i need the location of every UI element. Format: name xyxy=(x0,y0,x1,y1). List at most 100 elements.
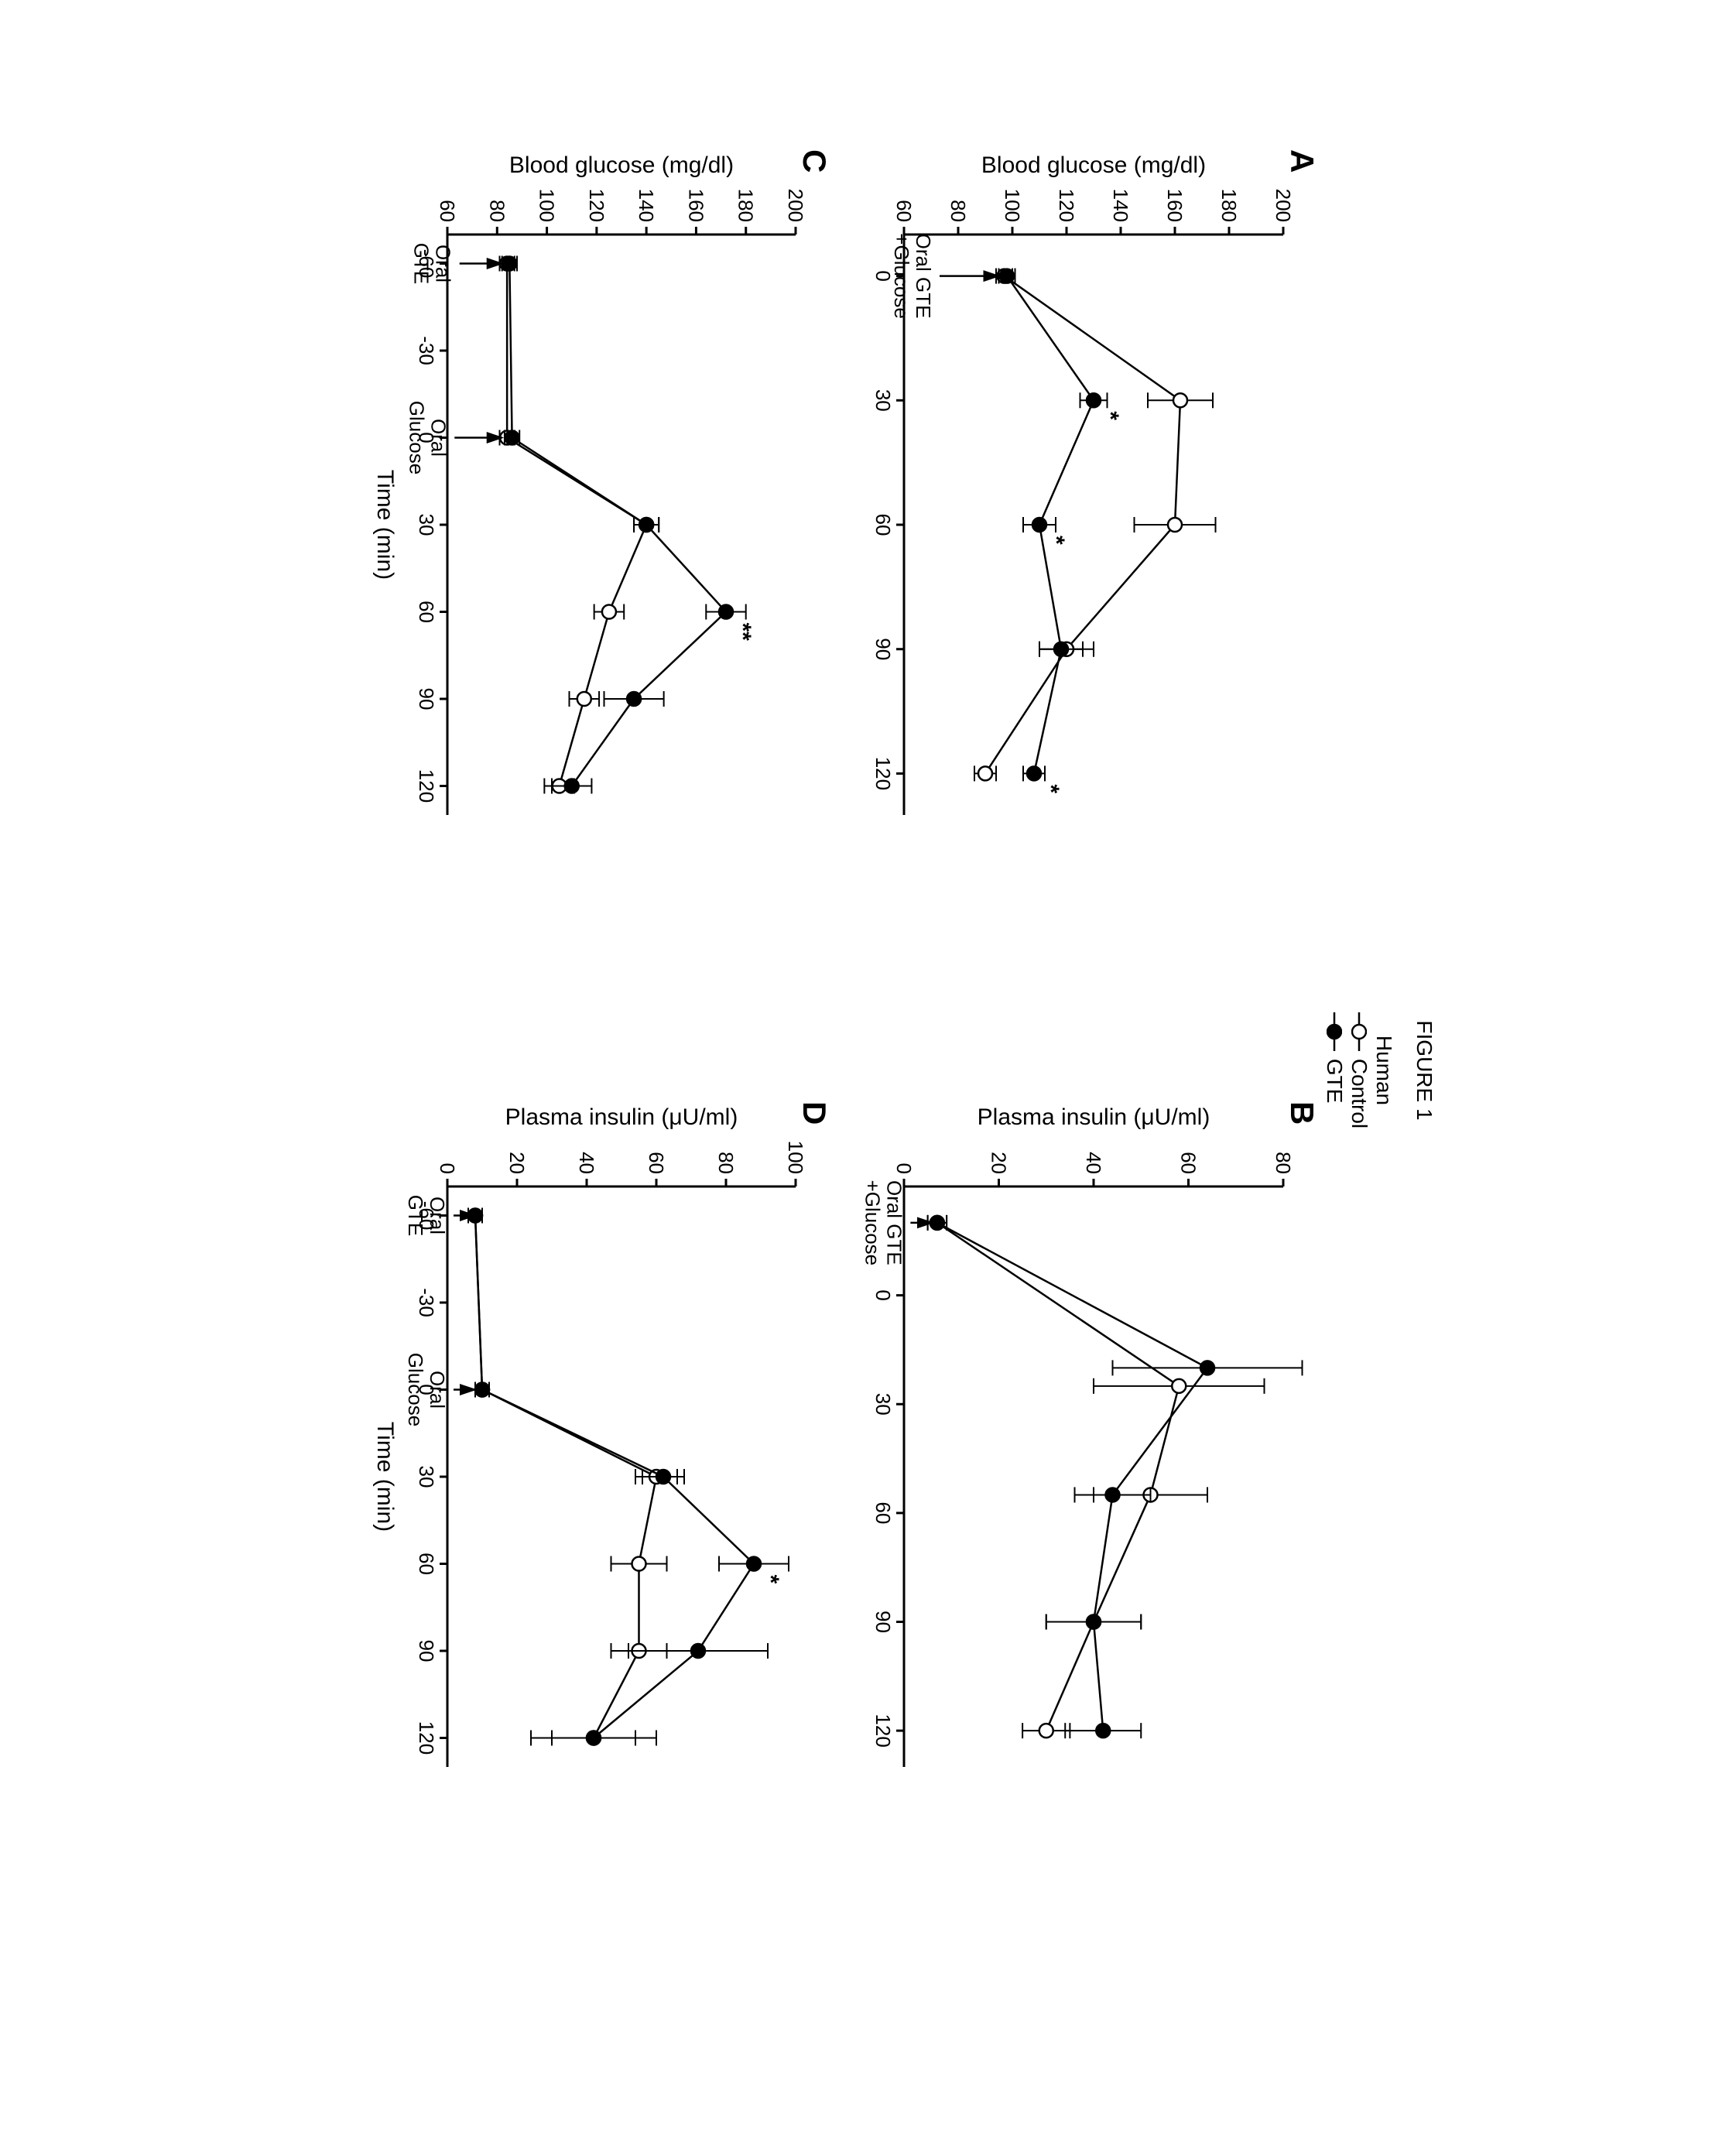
xtick-label: -30 xyxy=(415,1288,438,1317)
y-axis-label: Plasma insulin (μU/ml) xyxy=(977,1104,1210,1130)
xtick-label: 30 xyxy=(871,389,895,411)
ytick-label: 60 xyxy=(645,1152,668,1174)
legend-gte-label: GTE xyxy=(1322,1058,1347,1103)
ytick-label: 180 xyxy=(734,188,757,221)
data-marker xyxy=(1172,1378,1186,1392)
ytick-label: 140 xyxy=(635,188,658,221)
xtick-label: 30 xyxy=(871,1392,895,1415)
y-axis-label: Blood glucose (mg/dl) xyxy=(981,152,1205,178)
data-marker xyxy=(1096,1724,1110,1738)
ytick-label: 160 xyxy=(684,188,707,221)
xtick-label: 30 xyxy=(415,513,438,536)
data-marker xyxy=(978,766,992,780)
significance-marker: * xyxy=(1038,784,1063,793)
data-marker xyxy=(601,604,615,618)
chart-c: C6080100120140160180200-60-300306090120B… xyxy=(362,142,827,838)
ytick-label: 100 xyxy=(535,188,558,221)
xtick-label: 90 xyxy=(871,638,895,660)
data-marker xyxy=(1039,1724,1053,1738)
ytick-label: 80 xyxy=(485,200,508,222)
ytick-label: 80 xyxy=(714,1152,738,1174)
annotation-text: Oral GTE xyxy=(882,1180,906,1265)
ytick-label: 180 xyxy=(1217,188,1241,221)
data-marker xyxy=(1027,766,1041,780)
ytick-label: 20 xyxy=(987,1152,1010,1174)
figure-outer: FIGURE 1 Human Control GTE A608010012014… xyxy=(31,31,1736,2109)
data-marker xyxy=(587,1731,601,1745)
data-marker xyxy=(627,692,641,706)
data-marker xyxy=(502,256,516,270)
data-marker xyxy=(1000,269,1014,282)
ytick-label: 100 xyxy=(784,1140,807,1173)
data-marker xyxy=(1087,393,1101,407)
significance-marker: * xyxy=(758,1574,783,1584)
ytick-label: 120 xyxy=(1055,188,1078,221)
xtick-label: 90 xyxy=(415,687,438,710)
x-axis-label: Time (min) xyxy=(372,1421,398,1531)
data-marker xyxy=(1200,1361,1214,1375)
annotation-text: Glucose xyxy=(405,400,428,474)
data-marker xyxy=(639,518,653,532)
xtick-label: 120 xyxy=(871,756,895,789)
x-axis-label: Time (min) xyxy=(372,469,398,579)
data-marker xyxy=(1054,642,1068,656)
ytick-label: 120 xyxy=(584,188,608,221)
legend-item-control: Control xyxy=(1347,1012,1371,1128)
data-marker xyxy=(564,779,578,793)
annotation-text: Oral xyxy=(426,1370,449,1408)
ytick-label: 100 xyxy=(1001,188,1024,221)
ytick-label: 160 xyxy=(1163,188,1186,221)
data-marker xyxy=(632,1556,645,1570)
ytick-label: 60 xyxy=(1176,1152,1200,1174)
data-marker xyxy=(475,1382,489,1396)
ytick-label: 20 xyxy=(505,1152,529,1174)
xtick-label: 90 xyxy=(871,1611,895,1633)
annotation-text: Glucose xyxy=(404,1352,427,1426)
ytick-label: 200 xyxy=(784,188,807,221)
data-marker xyxy=(719,604,733,618)
xtick-label: 60 xyxy=(871,513,895,536)
xtick-label: 60 xyxy=(415,1553,438,1575)
ytick-label: 80 xyxy=(1272,1152,1295,1174)
xtick-label: 60 xyxy=(871,1501,895,1524)
xtick-label: 120 xyxy=(871,1714,895,1747)
data-marker xyxy=(1087,1614,1101,1628)
panel-b: B0204060800306090120Plasma insulin (μU/m… xyxy=(850,1094,1314,1999)
y-axis-label: Plasma insulin (μU/ml) xyxy=(505,1104,738,1130)
data-marker xyxy=(505,430,519,444)
panel-a: A60801001201401601802000306090120Blood g… xyxy=(850,142,1314,1047)
legend-title: Human xyxy=(1371,1035,1396,1128)
annotation-text: Oral xyxy=(426,1196,449,1234)
annotation-text: Oral xyxy=(426,418,450,456)
legend-item-gte: GTE xyxy=(1322,1012,1347,1128)
panel-c: C6080100120140160180200-60-300306090120B… xyxy=(362,142,827,1047)
data-marker xyxy=(577,692,591,706)
xtick-label: 0 xyxy=(871,1289,895,1300)
y-axis-label: Blood glucose (mg/dl) xyxy=(508,152,733,178)
data-marker xyxy=(1032,518,1046,532)
data-marker xyxy=(1168,518,1182,532)
significance-marker: ** xyxy=(730,622,755,641)
data-marker xyxy=(1105,1488,1119,1501)
annotation-text: GTE xyxy=(404,1194,427,1235)
figure-title: FIGURE 1 xyxy=(1412,142,1436,1999)
data-marker xyxy=(656,1470,670,1484)
annotation-text: Oral GTE xyxy=(912,233,935,318)
annotation-text: Oral xyxy=(431,244,454,282)
legend: Human Control GTE xyxy=(1322,1012,1396,1128)
xtick-label: -30 xyxy=(415,336,438,365)
legend-control-label: Control xyxy=(1347,1058,1371,1128)
ytick-label: 60 xyxy=(436,200,459,222)
annotation-text: +Glucose xyxy=(890,233,913,319)
data-marker xyxy=(1173,393,1187,407)
xtick-label: 120 xyxy=(415,1721,438,1754)
chart-d: D020406080100-60-300306090120Plasma insu… xyxy=(362,1094,827,1790)
ytick-label: 40 xyxy=(575,1152,598,1174)
chart-a: A60801001201401601802000306090120Blood g… xyxy=(850,142,1314,838)
significance-marker: * xyxy=(1043,536,1069,545)
ytick-label: 40 xyxy=(1082,1152,1105,1174)
data-marker xyxy=(747,1556,761,1570)
xtick-label: 30 xyxy=(415,1465,438,1488)
ytick-label: 200 xyxy=(1272,188,1295,221)
chart-b: B0204060800306090120Plasma insulin (μU/m… xyxy=(850,1094,1314,1790)
